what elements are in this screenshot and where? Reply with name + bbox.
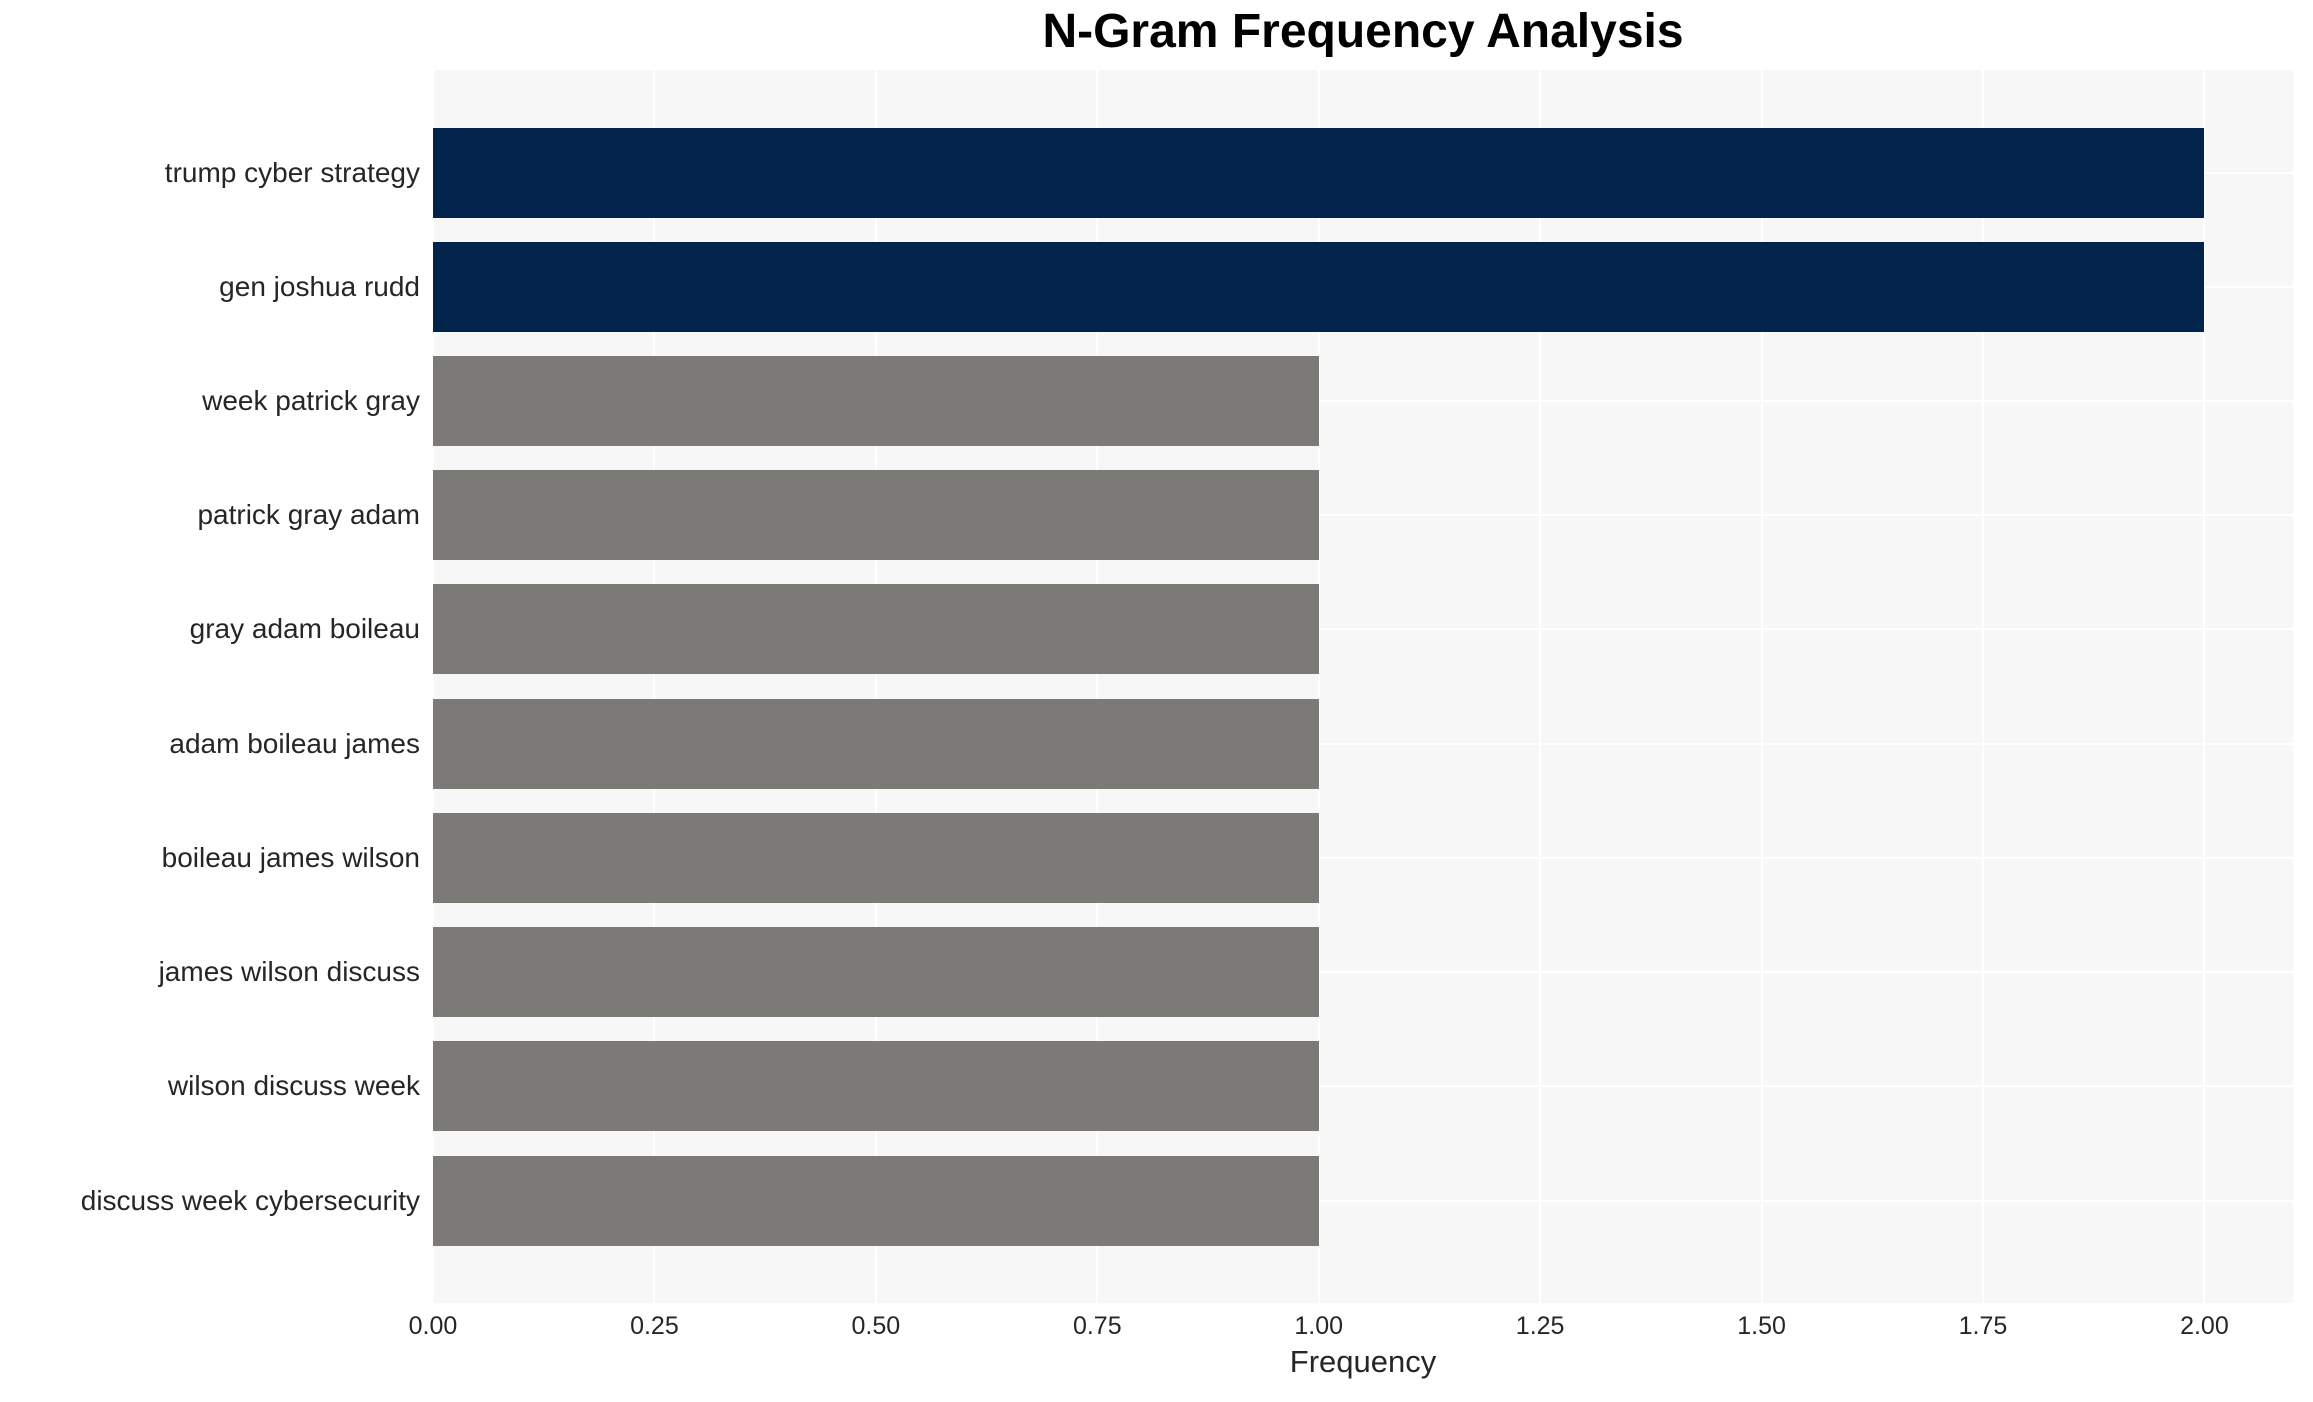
x-gridline [1539, 70, 1542, 1303]
y-gridline [433, 1085, 2293, 1088]
bar-james-wilson-discuss [433, 927, 1319, 1018]
y-gridline [433, 971, 2293, 974]
bar-discuss-week-cybersecurity [433, 1155, 1319, 1246]
x-tick-label: 2.00 [2180, 1312, 2229, 1340]
bar-gray-adam-boileau [433, 584, 1319, 675]
x-tick-label: 1.75 [1958, 1312, 2008, 1340]
y-tick-label: wilson discuss week [167, 1070, 420, 1102]
y-gridline [433, 514, 2293, 517]
bar-gen-joshua-rudd [433, 241, 2205, 332]
x-axis-label: Frequency [1289, 1344, 1437, 1379]
x-tick-label: 1.50 [1737, 1312, 1786, 1340]
bar-patrick-gray-adam [433, 470, 1319, 561]
x-tick-label: 0.50 [851, 1312, 901, 1340]
y-tick-label: patrick gray adam [197, 499, 420, 531]
y-gridline [433, 856, 2293, 859]
x-tick-label: 0.25 [630, 1312, 679, 1340]
x-gridline [2203, 70, 2206, 1303]
y-gridline [433, 399, 2293, 402]
y-tick-label: adam boileau james [169, 727, 420, 759]
y-tick-label: james wilson discuss [158, 956, 420, 988]
x-gridline [1982, 70, 1984, 1303]
bar-trump-cyber-strategy [433, 127, 2205, 218]
y-tick-label: trump cyber strategy [164, 156, 420, 188]
bar-wilson-discuss-week [433, 1041, 1319, 1132]
bar-week-patrick-gray [433, 355, 1319, 446]
y-gridline [433, 628, 2293, 631]
x-tick-label: 1.25 [1515, 1312, 1565, 1340]
bar-adam-boileau-james [433, 698, 1319, 789]
x-gridline [653, 70, 656, 1303]
y-gridline [433, 1199, 2293, 1202]
x-gridline [432, 70, 434, 1303]
x-tick-label: 0.00 [408, 1312, 458, 1340]
y-tick-label: week patrick gray [202, 384, 420, 416]
bar-boileau-james-wilson [433, 812, 1319, 903]
y-tick-label: gen joshua rudd [219, 270, 420, 302]
x-gridline [1760, 70, 1763, 1303]
x-gridline [1317, 70, 1320, 1303]
x-tick-label: 0.75 [1072, 1312, 1122, 1340]
plot-area [432, 70, 2293, 1303]
y-tick-label: discuss week cybersecurity [80, 1184, 420, 1216]
x-gridline [874, 70, 877, 1303]
chart-title: N-Gram Frequency Analysis [1042, 5, 1684, 58]
x-tick-label: 1.00 [1294, 1312, 1344, 1340]
y-tick-label: gray adam boileau [189, 613, 420, 645]
y-gridline [433, 742, 2293, 745]
x-gridline [1096, 70, 1099, 1303]
y-tick-label: boileau james wilson [161, 841, 420, 873]
